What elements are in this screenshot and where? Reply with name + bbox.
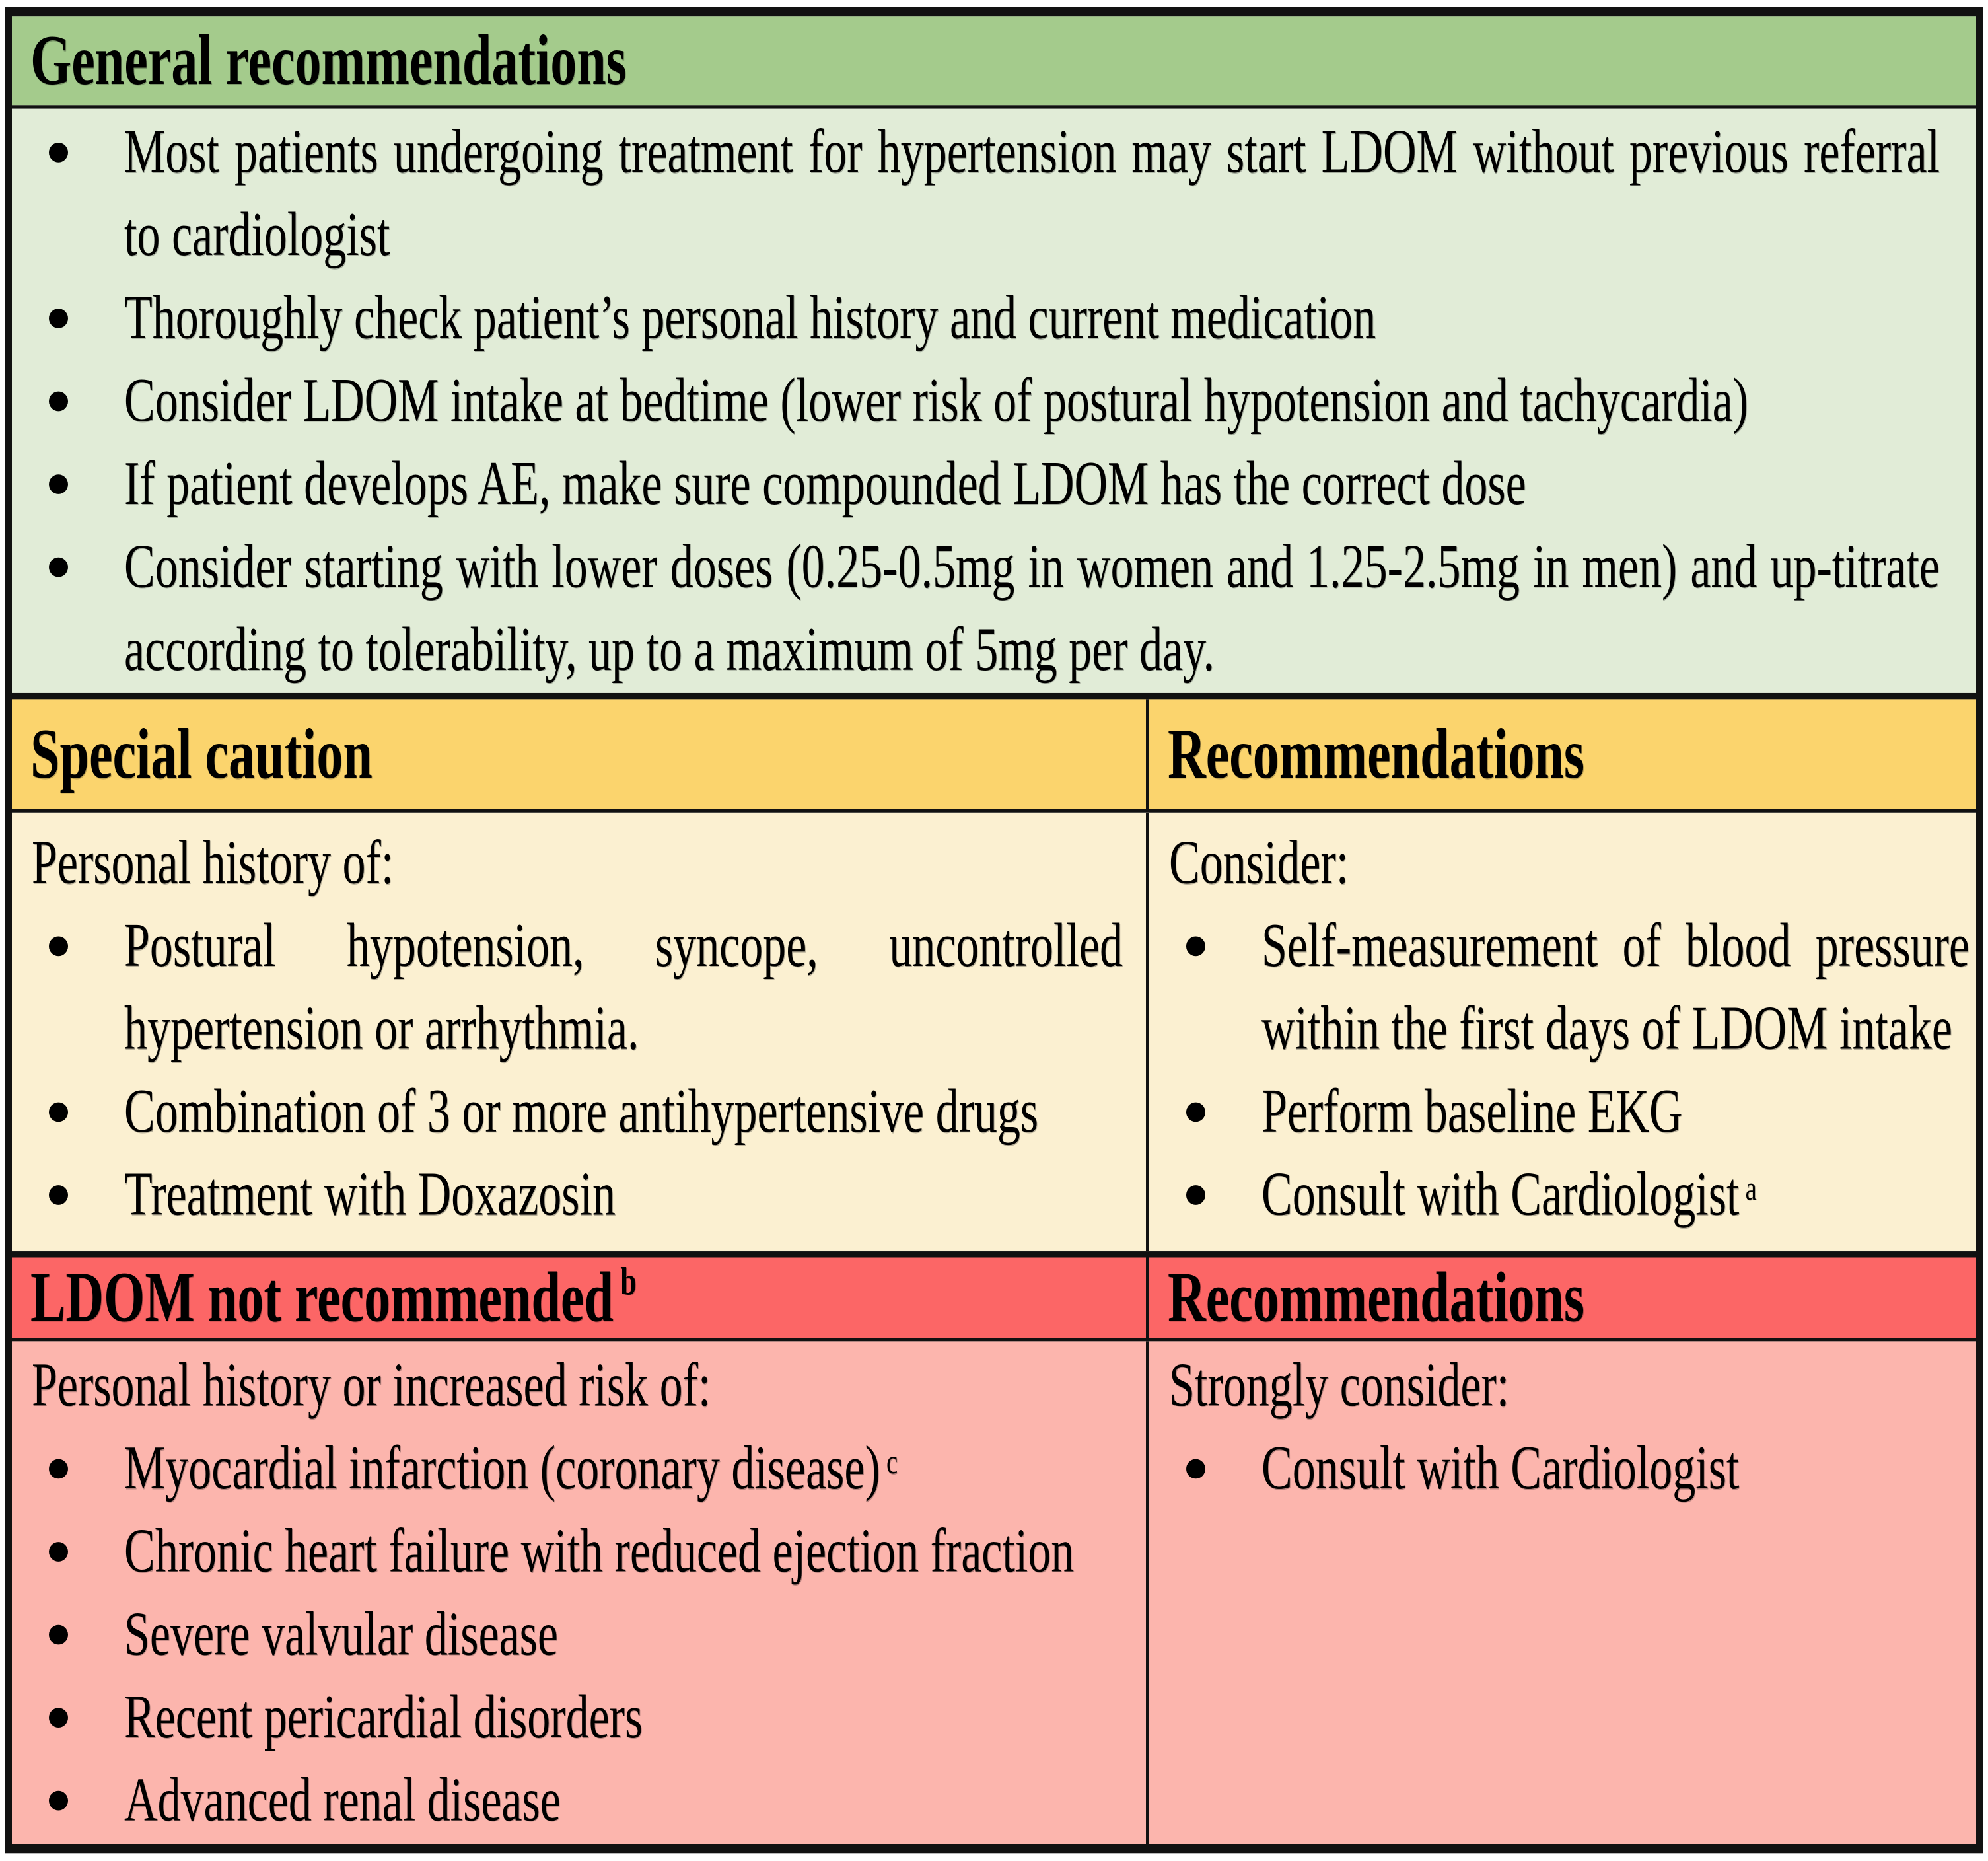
divider bbox=[12, 809, 1976, 813]
bullet-text: Postural hypotension, syncope, uncontrol… bbox=[124, 911, 1123, 1064]
bullet-icon bbox=[1169, 1427, 1261, 1510]
special-caution-header-label: Special caution bbox=[30, 715, 373, 793]
list-item: Combination of 3 or more antihypertensiv… bbox=[32, 1070, 1123, 1153]
list-item: Recent pericardial disorders bbox=[32, 1676, 1123, 1759]
section-divider bbox=[12, 692, 1976, 700]
bullet-text: Consider LDOM intake at bedtime (lower r… bbox=[124, 366, 1749, 435]
not-recommended-recommendations-header-label: Recommendations bbox=[1168, 1258, 1585, 1337]
column-divider bbox=[1146, 1341, 1149, 1844]
column-divider bbox=[1146, 699, 1149, 809]
not-recommended-intro: Personal history or increased risk of: bbox=[32, 1351, 711, 1420]
general-bullet-list: Most patients undergoing treatment for h… bbox=[32, 110, 1940, 691]
bullet-icon bbox=[32, 277, 124, 360]
bullet-text: Chronic heart failure with reduced eject… bbox=[124, 1517, 1075, 1586]
list-item: Advanced renal disease bbox=[32, 1759, 1123, 1842]
bullet-icon bbox=[32, 1593, 124, 1676]
list-item: Thoroughly check patient’s personal hist… bbox=[32, 277, 1940, 360]
bullet-icon bbox=[32, 1510, 124, 1593]
list-item: Myocardial infarction (coronary disease)… bbox=[32, 1427, 1123, 1510]
caution-recommendations-body: Consider: Self-measurement of blood pres… bbox=[1149, 813, 1976, 1251]
caution-recommendations-header: Recommendations bbox=[1149, 699, 1976, 809]
superscript-note-c: c bbox=[886, 1443, 898, 1481]
superscript-note-a: a bbox=[1745, 1169, 1757, 1208]
special-caution-bullet-list: Postural hypotension, syncope, uncontrol… bbox=[32, 904, 1123, 1236]
bullet-icon bbox=[32, 1153, 124, 1237]
list-item: If patient develops AE, make sure compou… bbox=[32, 443, 1940, 526]
bullet-icon bbox=[1169, 1070, 1261, 1153]
bullet-text: Myocardial infarction (coronary disease)… bbox=[124, 1434, 898, 1503]
not-recommended-bullet-list: Myocardial infarction (coronary disease)… bbox=[32, 1427, 1123, 1842]
caution-recommendations-header-label: Recommendations bbox=[1168, 715, 1585, 793]
not-recommended-body-row: Personal history or increased risk of: M… bbox=[12, 1341, 1976, 1844]
bullet-icon bbox=[1169, 904, 1261, 988]
ldom-recommendations-table: General recommendations Most patients un… bbox=[5, 7, 1983, 1854]
column-divider bbox=[1146, 1257, 1149, 1338]
list-item: Consult with Cardiologist bbox=[1169, 1427, 1970, 1510]
not-recommended-header: LDOM not recommended b bbox=[30, 1258, 637, 1337]
bullet-icon bbox=[32, 359, 124, 443]
bullet-text: Consider starting with lower doses (0.25… bbox=[124, 532, 1940, 684]
list-item: Consult with Cardiologist a bbox=[1169, 1153, 1970, 1237]
not-recommended-header-label: LDOM not recommended bbox=[30, 1258, 614, 1337]
bullet-text: Perform baseline EKG bbox=[1261, 1077, 1683, 1146]
bullet-text: Most patients undergoing treatment for h… bbox=[124, 118, 1940, 270]
list-item: Treatment with Doxazosin bbox=[32, 1153, 1123, 1237]
not-recommended-recommendations-header: Recommendations bbox=[1149, 1258, 1976, 1338]
bullet-text: Self-measurement of blood pressure withi… bbox=[1261, 911, 1970, 1064]
not-recommended-recommendations-body: Strongly consider: Consult with Cardiolo… bbox=[1149, 1341, 1976, 1844]
caution-recommendations-bullet-list: Self-measurement of blood pressure withi… bbox=[1169, 904, 1970, 1236]
list-item: Severe valvular disease bbox=[32, 1593, 1123, 1676]
bullet-text: If patient develops AE, make sure compou… bbox=[124, 449, 1526, 519]
special-caution-body: Personal history of: Postural hypotensio… bbox=[12, 813, 1146, 1251]
general-recommendations-header: General recommendations bbox=[12, 16, 1976, 106]
special-caution-body-row: Personal history of: Postural hypotensio… bbox=[12, 812, 1976, 1252]
column-divider bbox=[1146, 812, 1149, 1252]
bullet-text: Combination of 3 or more antihypertensiv… bbox=[124, 1077, 1039, 1146]
list-item: Chronic heart failure with reduced eject… bbox=[32, 1510, 1123, 1593]
divider bbox=[12, 1338, 1976, 1342]
bullet-icon bbox=[32, 1070, 124, 1153]
section-divider bbox=[12, 1251, 1976, 1258]
list-item: Postural hypotension, syncope, uncontrol… bbox=[32, 904, 1123, 1070]
not-recommended-recommendations-bullet-list: Consult with Cardiologist bbox=[1169, 1427, 1970, 1510]
general-recommendations-header-label: General recommendations bbox=[30, 21, 627, 100]
bullet-icon bbox=[32, 525, 124, 608]
bullet-icon bbox=[32, 443, 124, 526]
special-caution-intro: Personal history of: bbox=[32, 828, 394, 898]
not-recommended-header-row: LDOM not recommended b Recommendations bbox=[12, 1257, 1976, 1338]
bullet-icon bbox=[32, 904, 124, 988]
list-item: Consider starting with lower doses (0.25… bbox=[32, 525, 1940, 691]
divider bbox=[12, 105, 1976, 109]
bullet-icon bbox=[32, 110, 124, 194]
bullet-text: Advanced renal disease bbox=[124, 1766, 561, 1835]
not-recommended-body: Personal history or increased risk of: M… bbox=[12, 1341, 1146, 1844]
bullet-icon bbox=[32, 1427, 124, 1510]
bullet-text: Thoroughly check patient’s personal hist… bbox=[124, 283, 1376, 353]
list-item: Self-measurement of blood pressure withi… bbox=[1169, 904, 1970, 1070]
list-item: Perform baseline EKG bbox=[1169, 1070, 1970, 1153]
bullet-icon bbox=[32, 1759, 124, 1842]
general-recommendations-body: Most patients undergoing treatment for h… bbox=[12, 108, 1976, 693]
list-item: Consider LDOM intake at bedtime (lower r… bbox=[32, 359, 1940, 443]
caution-recommendations-intro: Consider: bbox=[1169, 828, 1349, 898]
special-caution-header: Special caution bbox=[12, 699, 1146, 809]
bullet-text: Consult with Cardiologist bbox=[1261, 1434, 1740, 1503]
bullet-text: Consult with Cardiologist a bbox=[1261, 1160, 1757, 1229]
bullet-text: Treatment with Doxazosin bbox=[124, 1160, 616, 1229]
list-item: Most patients undergoing treatment for h… bbox=[32, 110, 1940, 276]
bullet-icon bbox=[32, 1676, 124, 1759]
not-recommended-recommendations-intro: Strongly consider: bbox=[1169, 1351, 1510, 1420]
bullet-text: Recent pericardial disorders bbox=[124, 1683, 643, 1752]
bullet-text: Severe valvular disease bbox=[124, 1599, 558, 1669]
special-caution-header-row: Special caution Recommendations bbox=[12, 699, 1976, 809]
bullet-icon bbox=[1169, 1153, 1261, 1237]
